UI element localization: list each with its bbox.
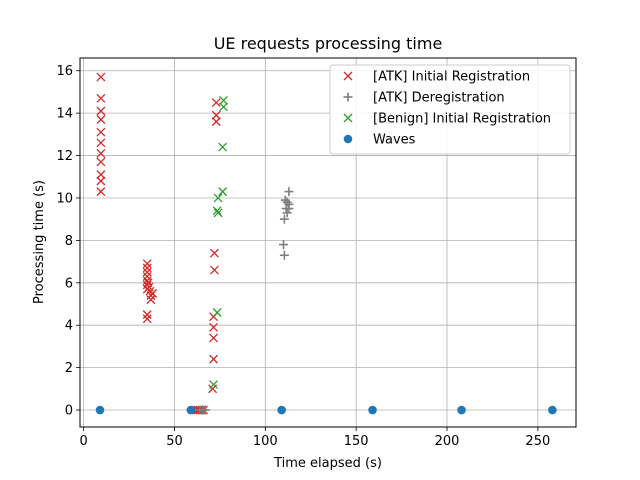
y-tick-label: 6 xyxy=(65,276,73,291)
data-point xyxy=(213,208,223,218)
plot-frame xyxy=(79,57,577,428)
legend-label: [Benign] Initial Registration xyxy=(373,112,551,127)
data-point xyxy=(96,72,106,82)
data-point xyxy=(212,206,222,216)
data-point xyxy=(96,127,106,137)
series-1 xyxy=(195,187,294,415)
data-point xyxy=(96,157,106,167)
y-tick-label: 12 xyxy=(56,149,73,164)
data-point xyxy=(368,405,377,415)
data-point xyxy=(284,204,294,214)
data-point xyxy=(219,102,228,112)
x-tick-label: 250 xyxy=(525,434,550,449)
data-point xyxy=(218,142,228,152)
data-point xyxy=(211,110,221,120)
data-point xyxy=(277,405,286,415)
x-tick-label: 200 xyxy=(435,434,460,449)
data-point xyxy=(209,248,219,258)
legend-label: [ATK] Deregistration xyxy=(373,91,505,106)
data-point xyxy=(96,176,106,186)
legend-label: [ATK] Initial Registration xyxy=(373,70,530,85)
x-tick-label: 50 xyxy=(166,434,183,449)
data-point xyxy=(213,193,223,203)
data-point xyxy=(142,267,152,277)
data-point xyxy=(219,95,228,105)
data-point xyxy=(142,310,152,320)
series-0 xyxy=(96,72,221,415)
data-point xyxy=(186,405,196,415)
data-point xyxy=(211,117,221,127)
data-point xyxy=(218,187,228,197)
data-point xyxy=(142,259,152,269)
data-point xyxy=(279,250,289,260)
x-tick-label: 150 xyxy=(344,434,369,449)
y-tick-label: 10 xyxy=(56,191,73,206)
data-point xyxy=(142,263,152,273)
legend: [ATK] Initial Registration [ATK] Deregist… xyxy=(329,64,571,155)
legend-marker xyxy=(343,92,353,102)
chart-title: UE requests processing time xyxy=(214,34,443,53)
data-point xyxy=(279,214,289,224)
data-point xyxy=(96,148,106,158)
x-axis-label: Time elapsed (s) xyxy=(273,456,382,471)
data-point xyxy=(548,405,557,415)
data-point xyxy=(209,322,218,332)
data-point xyxy=(96,106,106,116)
data-point xyxy=(209,265,219,275)
y-tick-label: 2 xyxy=(65,361,73,376)
data-point xyxy=(211,98,221,107)
legend-marker xyxy=(343,134,353,144)
y-axis-label: Processing time (s) xyxy=(32,180,47,304)
data-point xyxy=(200,405,210,415)
data-point xyxy=(142,314,152,324)
data-point xyxy=(209,333,218,343)
axis-ticks: 0 50 100 150 200 250 0 2 4 6 8 10 12 14 16 xyxy=(56,64,550,449)
data-point xyxy=(282,208,292,218)
legend-marker xyxy=(343,71,353,81)
data-point xyxy=(96,115,106,124)
legend-box xyxy=(329,64,571,155)
data-point xyxy=(146,295,156,305)
data-point xyxy=(282,197,292,207)
y-tick-label: 14 xyxy=(56,107,73,122)
series-2 xyxy=(209,95,228,390)
data-point xyxy=(457,405,466,415)
data-point xyxy=(148,288,158,298)
y-tick-label: 0 xyxy=(65,404,73,419)
data-point xyxy=(209,354,218,364)
data-point xyxy=(212,308,222,317)
y-tick-label: 16 xyxy=(56,64,73,79)
legend-label: Waves xyxy=(373,133,416,148)
data-point xyxy=(142,276,152,286)
y-tick-label: 4 xyxy=(65,319,73,334)
y-tick-label: 8 xyxy=(65,234,73,249)
data-point xyxy=(284,187,294,197)
x-tick-label: 0 xyxy=(79,434,87,449)
data-point xyxy=(278,240,288,250)
data-point xyxy=(96,138,106,148)
data-point xyxy=(209,380,218,390)
x-tick-label: 100 xyxy=(253,434,278,449)
data-point xyxy=(96,187,106,197)
legend-marker xyxy=(343,113,353,123)
data-point xyxy=(95,405,105,415)
series-3 xyxy=(95,405,557,415)
data-points xyxy=(95,72,557,415)
data-point xyxy=(96,170,106,180)
data-point xyxy=(96,93,106,103)
